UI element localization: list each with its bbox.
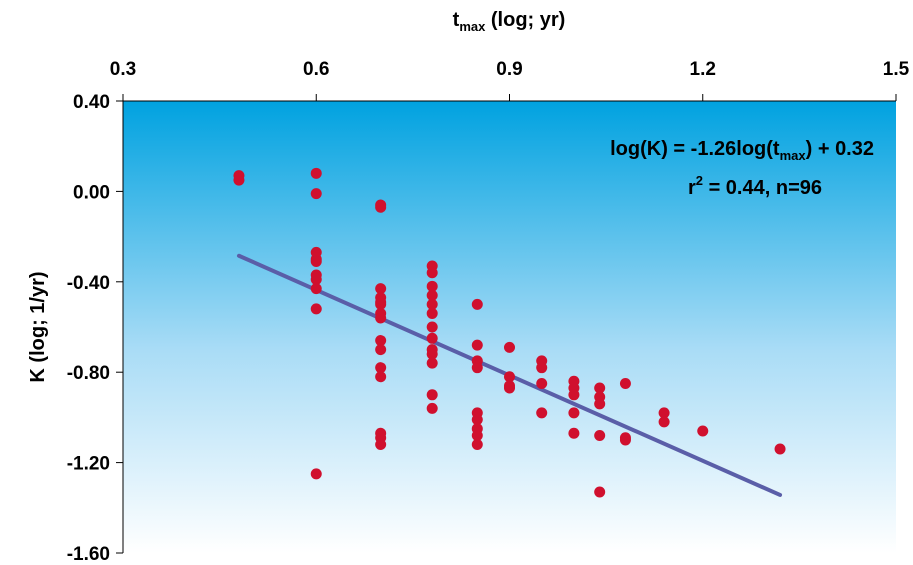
data-point <box>504 341 515 353</box>
data-point <box>504 371 515 383</box>
data-point <box>375 439 387 451</box>
data-point <box>774 443 786 455</box>
data-point <box>426 289 438 301</box>
x-tick-label: 0.3 <box>110 59 136 80</box>
y-tick-label: -1.20 <box>67 454 110 475</box>
y-tick-label: 0.00 <box>73 182 110 203</box>
data-point <box>471 339 483 351</box>
y-axis-title: K (log; 1/yr) <box>27 271 49 382</box>
y-tick-label: 0.40 <box>73 92 110 113</box>
data-point <box>426 298 438 310</box>
x-ticks: 0.3 0.6 0.9 1.2 1.5 <box>110 59 910 101</box>
data-point <box>426 348 438 360</box>
data-point <box>375 201 387 213</box>
data-point <box>536 362 548 374</box>
data-point <box>594 429 606 441</box>
data-point <box>471 429 483 441</box>
data-point <box>426 307 438 319</box>
data-point <box>568 427 580 439</box>
data-point <box>471 362 483 374</box>
data-point <box>471 298 483 310</box>
data-point <box>310 274 322 286</box>
data-point <box>568 389 580 401</box>
x-tick-label: 1.5 <box>883 59 910 80</box>
data-point <box>426 321 438 333</box>
data-point <box>310 167 322 179</box>
regression-stats: r2 = 0.44, n=96 <box>688 173 822 199</box>
y-tick-label: -0.80 <box>67 363 110 384</box>
data-point <box>375 335 387 347</box>
y-tick-label: -0.40 <box>67 273 110 294</box>
data-point <box>310 468 322 480</box>
data-point <box>426 402 438 414</box>
data-point <box>426 332 438 344</box>
data-point <box>594 398 606 410</box>
data-point <box>233 174 245 186</box>
data-point <box>375 298 387 310</box>
data-point <box>375 362 387 374</box>
data-point <box>375 371 387 383</box>
x-tick-label: 1.2 <box>690 59 716 80</box>
regression-equation: log(K) = -1.26log(tmax) + 0.32 <box>610 138 874 163</box>
data-point <box>375 283 387 295</box>
data-point <box>426 357 438 369</box>
data-point <box>375 312 387 324</box>
data-point <box>426 280 438 292</box>
data-point <box>310 283 322 295</box>
data-point <box>310 303 322 315</box>
plot-area <box>123 101 896 553</box>
data-point <box>426 389 438 401</box>
data-point <box>375 344 387 356</box>
data-point <box>310 255 322 267</box>
x-tick-label: 0.6 <box>303 59 329 80</box>
data-point <box>310 188 322 200</box>
data-point <box>697 425 709 437</box>
data-point <box>658 416 670 428</box>
data-point <box>594 382 606 394</box>
data-point <box>594 486 606 498</box>
y-ticks: 0.40 0.00 -0.40 -0.80 -1.20 -1.60 <box>67 92 123 565</box>
data-point <box>658 407 670 419</box>
data-point <box>619 434 631 446</box>
data-points <box>233 167 786 498</box>
y-tick-label: -1.60 <box>67 544 110 565</box>
data-point <box>619 378 631 389</box>
data-point <box>568 407 580 419</box>
x-axis-title: tmax (log; yr) <box>453 9 566 34</box>
data-point <box>504 382 515 394</box>
data-point <box>536 378 548 389</box>
x-tick-label: 0.9 <box>496 59 522 80</box>
data-point <box>536 407 548 419</box>
data-point <box>426 267 438 279</box>
data-point <box>471 439 483 451</box>
data-point <box>471 414 483 426</box>
